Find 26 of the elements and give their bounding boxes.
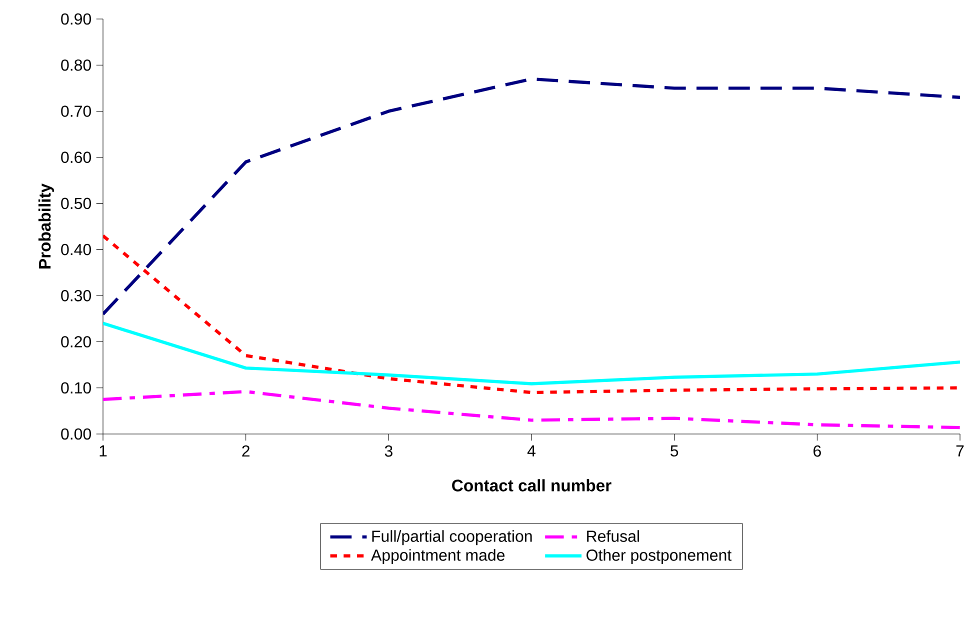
line-series [103, 390, 960, 430]
x-axis-title: Contact call number [452, 479, 612, 492]
y-tick-label: 0.90 [61, 13, 92, 25]
x-tick-label: 3 [384, 445, 392, 457]
x-tick-label: 4 [527, 445, 536, 456]
line-series [103, 322, 960, 386]
y-tick-label: 0.20 [61, 336, 92, 348]
y-tick-label: 0.70 [61, 106, 92, 117]
legend-label: Refusal [587, 530, 639, 542]
y-axis-title: Probability [38, 184, 54, 268]
y-tick-label: 0.60 [61, 152, 92, 163]
x-tick-label: 1 [100, 445, 107, 456]
x-tick-label: 5 [670, 445, 678, 457]
y-tick-label: 0.40 [61, 244, 92, 256]
x-tick-label: 7 [956, 445, 964, 456]
y-tick-label: 0.30 [61, 290, 92, 302]
legend-label: Full/partial cooperation [372, 530, 532, 546]
y-tick-label: 0.50 [61, 198, 92, 210]
y-tick-label: 0.00 [61, 428, 92, 440]
legend-label: Other postponement [586, 549, 732, 564]
x-tick-label: 2 [242, 445, 250, 457]
y-tick-label: 0.10 [61, 382, 92, 394]
x-tick-label: 6 [814, 445, 821, 457]
y-tick-label: 0.80 [61, 59, 92, 71]
legend-label: Appointment made [370, 549, 505, 564]
line-series [103, 77, 960, 316]
